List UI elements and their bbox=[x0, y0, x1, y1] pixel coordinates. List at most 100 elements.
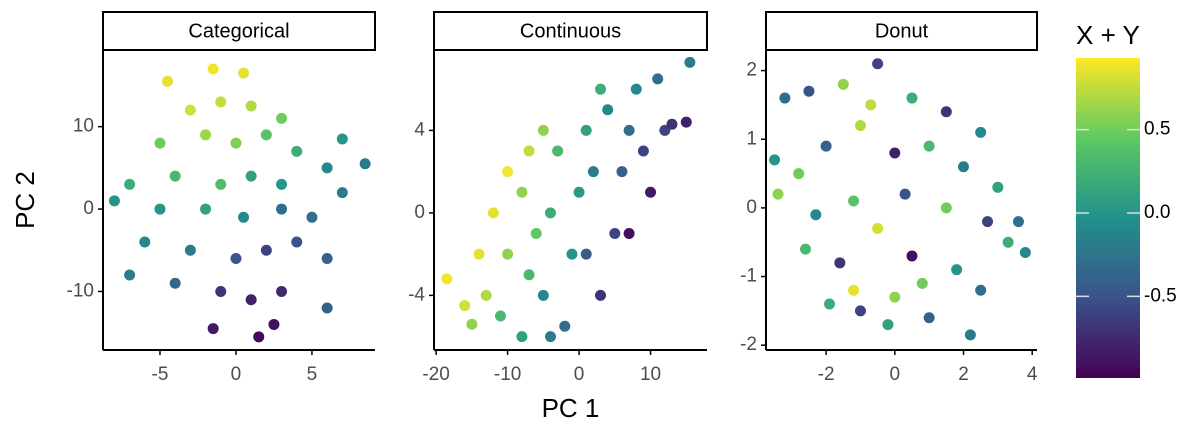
point bbox=[779, 92, 791, 104]
point bbox=[276, 285, 288, 297]
y-tick-label: 10 bbox=[73, 116, 94, 137]
point bbox=[494, 310, 506, 322]
x-tick-label: -20 bbox=[422, 364, 449, 385]
point bbox=[253, 331, 265, 343]
point bbox=[207, 323, 219, 335]
y-axis-title: PC 2 bbox=[10, 171, 40, 229]
point bbox=[336, 133, 348, 145]
point bbox=[260, 129, 272, 141]
x-tick-label: 0 bbox=[574, 364, 585, 385]
point bbox=[587, 166, 599, 178]
point bbox=[487, 207, 499, 219]
point bbox=[162, 75, 174, 87]
y-tick-label: 0 bbox=[83, 198, 94, 219]
point bbox=[502, 166, 514, 178]
point bbox=[544, 331, 556, 343]
point bbox=[523, 269, 535, 281]
point bbox=[834, 257, 846, 269]
y-tick-label: -4 bbox=[408, 284, 425, 305]
point bbox=[899, 188, 911, 200]
point bbox=[230, 137, 242, 149]
point bbox=[882, 319, 894, 331]
strip bbox=[433, 11, 708, 51]
point bbox=[559, 320, 571, 332]
point bbox=[336, 187, 348, 199]
point bbox=[637, 145, 649, 157]
point bbox=[480, 289, 492, 301]
point bbox=[680, 116, 692, 128]
point bbox=[260, 244, 272, 256]
point bbox=[306, 211, 318, 223]
point bbox=[916, 277, 928, 289]
point bbox=[623, 228, 635, 240]
point bbox=[1019, 247, 1031, 259]
x-tick-label: 4 bbox=[1027, 364, 1038, 385]
point bbox=[321, 302, 333, 314]
point bbox=[230, 253, 242, 265]
point bbox=[169, 277, 181, 289]
point bbox=[630, 83, 642, 95]
point bbox=[1002, 236, 1014, 248]
point bbox=[321, 253, 333, 265]
point bbox=[291, 236, 303, 248]
point bbox=[906, 250, 918, 262]
point bbox=[552, 145, 564, 157]
x-tick-label: 0 bbox=[231, 364, 242, 385]
point bbox=[793, 168, 805, 180]
point bbox=[975, 126, 987, 138]
point bbox=[215, 96, 227, 108]
y-tick-label: 0 bbox=[414, 202, 425, 223]
point bbox=[595, 289, 607, 301]
point bbox=[848, 284, 860, 296]
point bbox=[824, 298, 836, 310]
point bbox=[1012, 216, 1024, 228]
point bbox=[516, 186, 528, 198]
point bbox=[207, 63, 219, 75]
point bbox=[580, 248, 592, 260]
strip bbox=[765, 11, 1038, 51]
point bbox=[359, 158, 371, 170]
point bbox=[872, 222, 884, 234]
point bbox=[906, 92, 918, 104]
point bbox=[459, 300, 471, 312]
y-tick-label: 4 bbox=[414, 119, 425, 140]
point bbox=[276, 203, 288, 215]
point bbox=[441, 273, 453, 285]
point bbox=[516, 331, 528, 343]
point bbox=[769, 154, 781, 166]
point bbox=[268, 318, 280, 330]
point bbox=[602, 104, 614, 116]
point bbox=[544, 207, 556, 219]
point bbox=[466, 318, 478, 330]
point bbox=[523, 145, 535, 157]
point bbox=[215, 178, 227, 190]
y-tick-label: -10 bbox=[67, 280, 94, 301]
point bbox=[276, 112, 288, 124]
y-tick-label: 2 bbox=[746, 60, 757, 81]
point bbox=[854, 305, 866, 317]
point bbox=[992, 181, 1004, 193]
point bbox=[502, 248, 514, 260]
point bbox=[184, 104, 196, 116]
point bbox=[200, 203, 212, 215]
point bbox=[245, 100, 257, 112]
point bbox=[848, 195, 860, 207]
point bbox=[940, 202, 952, 214]
point bbox=[616, 166, 628, 178]
point bbox=[820, 140, 832, 152]
point bbox=[964, 329, 976, 341]
x-tick-label: 10 bbox=[640, 364, 661, 385]
point bbox=[595, 83, 607, 95]
point bbox=[154, 137, 166, 149]
point bbox=[184, 244, 196, 256]
point bbox=[238, 211, 250, 223]
point bbox=[957, 161, 969, 173]
y-tick-label: -1 bbox=[740, 266, 757, 287]
point bbox=[799, 243, 811, 255]
colorbar-tick-label: 0.0 bbox=[1144, 202, 1170, 223]
point bbox=[854, 120, 866, 132]
point bbox=[810, 209, 822, 221]
point bbox=[124, 269, 136, 281]
point bbox=[923, 312, 935, 324]
